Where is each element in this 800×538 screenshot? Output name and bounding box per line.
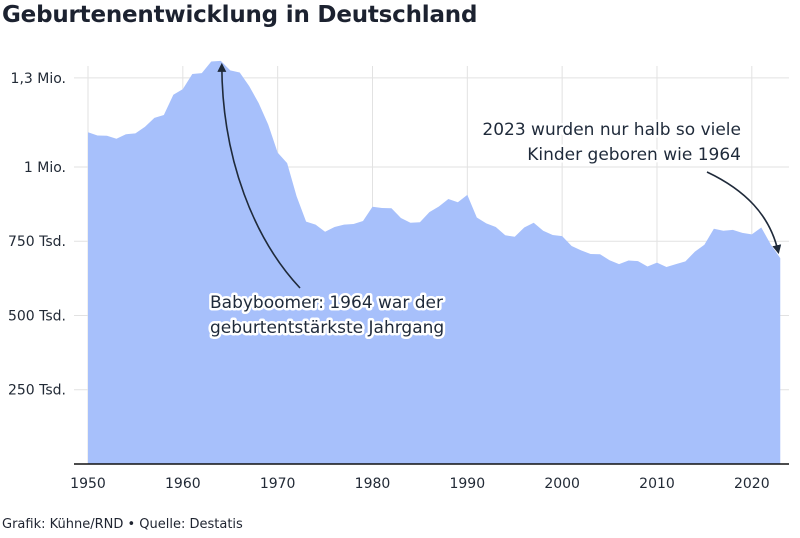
annotation-2023-line-2: Kinder geboren wie 1964 (527, 145, 741, 165)
source-footer: Grafik: Kühne/RND • Quelle: Destatis (2, 517, 243, 532)
annotation-arrow-2023 (706, 171, 782, 255)
births-area (88, 60, 781, 464)
annotation-2023-line-1: 2023 wurden nur halb so viele (482, 120, 741, 140)
chart-title: Geburtenentwicklung in Deutschland (2, 2, 478, 28)
x-tick-label: 2000 (544, 476, 580, 492)
annotation-babyboomer-line-2: geburtentstärkste Jahrgang (210, 318, 444, 338)
annotation-arrow-babyboomer (217, 62, 301, 289)
x-tick-label: 1990 (449, 476, 485, 492)
y-tick-label: 1,3 Mio. (11, 71, 66, 87)
x-tick-label: 1960 (165, 476, 201, 492)
x-tick-label: 2010 (639, 476, 675, 492)
x-tick-label: 1970 (260, 476, 296, 492)
y-tick-label: 250 Tsd. (8, 383, 66, 399)
annotation-babyboomer-line-1: Babyboomer: 1964 war der (210, 293, 443, 313)
y-tick-label: 500 Tsd. (8, 308, 66, 324)
x-axis-ticks: 1950 1960 1970 1980 1990 2000 2010 2020 (70, 476, 769, 492)
y-axis-ticks: 250 Tsd. 500 Tsd. 750 Tsd. 1 Mio. 1,3 Mio. (8, 71, 66, 399)
x-tick-label: 2020 (734, 476, 770, 492)
y-tick-label: 1 Mio. (24, 160, 66, 176)
x-tick-label: 1950 (70, 476, 106, 492)
y-tick-label: 750 Tsd. (8, 234, 66, 250)
x-tick-label: 1980 (355, 476, 391, 492)
